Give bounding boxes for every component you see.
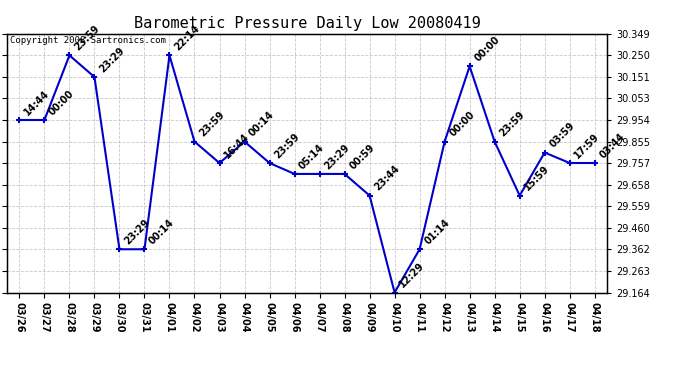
Text: 23:29: 23:29 xyxy=(322,142,351,171)
Text: 23:44: 23:44 xyxy=(373,164,402,193)
Text: 23:59: 23:59 xyxy=(273,131,302,160)
Title: Barometric Pressure Daily Low 20080419: Barometric Pressure Daily Low 20080419 xyxy=(134,16,480,31)
Text: 16:44: 16:44 xyxy=(222,131,251,160)
Text: 23:29: 23:29 xyxy=(122,217,151,246)
Text: 00:00: 00:00 xyxy=(47,88,76,117)
Text: 05:14: 05:14 xyxy=(297,142,326,171)
Text: 17:59: 17:59 xyxy=(573,131,602,160)
Text: 03:44: 03:44 xyxy=(598,131,627,160)
Text: 23:29: 23:29 xyxy=(97,45,126,74)
Text: 00:00: 00:00 xyxy=(447,110,476,139)
Text: 03:59: 03:59 xyxy=(547,121,576,150)
Text: 14:44: 14:44 xyxy=(22,88,51,117)
Text: 01:14: 01:14 xyxy=(422,217,451,246)
Text: 00:59: 00:59 xyxy=(347,142,376,171)
Text: 15:59: 15:59 xyxy=(522,164,551,193)
Text: 22:14: 22:14 xyxy=(172,24,201,52)
Text: 23:59: 23:59 xyxy=(72,24,101,52)
Text: 23:59: 23:59 xyxy=(197,110,226,139)
Text: 00:00: 00:00 xyxy=(473,34,502,63)
Text: 12:29: 12:29 xyxy=(397,261,426,290)
Text: Copyright 2008 Sartronics.com: Copyright 2008 Sartronics.com xyxy=(10,36,166,45)
Text: 00:14: 00:14 xyxy=(247,110,276,139)
Text: 00:14: 00:14 xyxy=(147,217,176,246)
Text: 23:59: 23:59 xyxy=(497,110,526,139)
